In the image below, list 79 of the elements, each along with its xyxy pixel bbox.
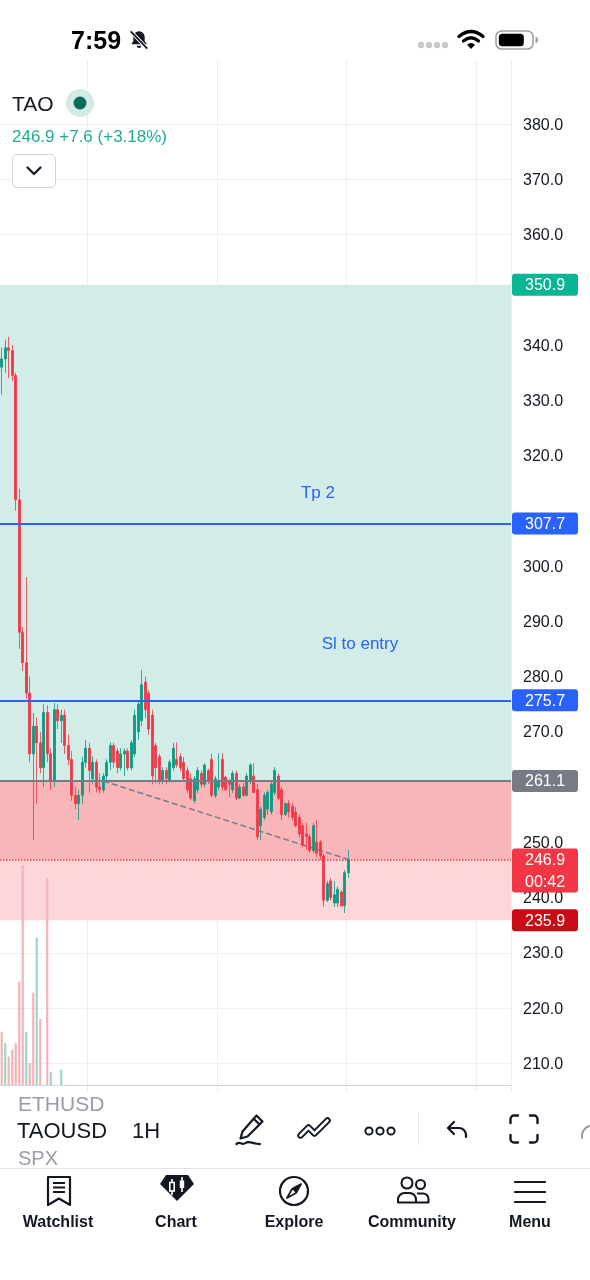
candlestick	[95, 759, 98, 793]
bar	[49, 1071, 52, 1085]
text: Menu	[508, 1213, 552, 1230]
text: 7:59	[71, 26, 122, 54]
candlestick	[56, 703, 59, 730]
y-tick-label: 220.0	[523, 999, 564, 1017]
y-tick-label: 280.0	[523, 668, 564, 686]
band-label: 235.9	[524, 911, 566, 929]
bar	[46, 878, 49, 1085]
y-tick-label: 250.0	[523, 833, 564, 851]
y-tick-label: 380.0	[523, 115, 564, 133]
candlestick	[333, 880, 336, 908]
y-tick-label: 370.0	[523, 170, 564, 188]
annotation: Tp 2	[300, 483, 336, 502]
bar	[4, 1043, 7, 1085]
y-tick-label: 330.0	[523, 391, 564, 409]
y-tick-label: 230.0	[523, 944, 564, 962]
text: TAO	[12, 91, 54, 115]
bar	[18, 981, 21, 1085]
text: TAOUSD	[17, 1118, 108, 1143]
y-tick-label: 360.0	[523, 226, 564, 244]
candlestick	[221, 752, 224, 791]
candlestick	[210, 753, 213, 798]
candlestick	[7, 336, 10, 379]
text: 1H	[132, 1118, 161, 1143]
candlestick	[88, 742, 91, 793]
y-tick-label: 340.0	[523, 336, 564, 354]
candlestick	[340, 889, 343, 908]
candlestick	[312, 822, 315, 854]
y-tick-label: 320.0	[523, 447, 564, 465]
candlestick	[165, 766, 168, 785]
text: 00:42	[524, 872, 566, 890]
candlestick	[91, 756, 94, 785]
candlestick	[123, 747, 126, 777]
text: Watchlist	[21, 1213, 95, 1230]
text: Chart	[154, 1213, 198, 1230]
bar	[11, 1049, 14, 1085]
text: Community	[367, 1213, 457, 1230]
candlestick	[116, 747, 119, 774]
text: Explore	[263, 1213, 325, 1230]
text: 246.9 +7.6 (+3.18%)	[12, 127, 168, 146]
candlestick	[242, 782, 245, 798]
candlestick	[315, 819, 318, 858]
y-tick-label: 290.0	[523, 612, 564, 630]
ref-line-label: 246.9	[524, 850, 566, 868]
candlestick	[53, 702, 56, 788]
bar	[25, 1032, 28, 1085]
candlestick	[231, 770, 234, 794]
candlestick	[326, 880, 329, 903]
candlestick	[287, 799, 290, 818]
candlestick	[126, 747, 129, 771]
candlestick	[235, 770, 238, 801]
bar	[0, 1032, 3, 1085]
y-tick-label: 270.0	[523, 723, 564, 741]
candlestick	[32, 712, 35, 841]
bar	[35, 937, 38, 1085]
candlestick	[305, 822, 308, 851]
annotation: Sl to entry	[320, 634, 400, 653]
candlestick	[228, 778, 231, 798]
y-tick-label: 210.0	[523, 1054, 564, 1072]
y-tick-label: 300.0	[523, 557, 564, 575]
ref-line-label: 307.7	[524, 515, 566, 533]
bar	[32, 992, 35, 1085]
band-label: 350.9	[524, 276, 566, 294]
candlestick	[35, 717, 38, 805]
candlestick	[42, 703, 45, 788]
ref-line-label: 261.1	[524, 772, 566, 790]
annotation: ETHUSD	[18, 1092, 105, 1115]
candlestick	[175, 741, 178, 769]
candlestick	[112, 742, 115, 769]
candlestick	[238, 783, 241, 800]
candlestick	[284, 802, 287, 817]
candlestick	[203, 762, 206, 788]
candlestick	[60, 709, 63, 744]
text: SPX	[18, 1147, 59, 1169]
candlestick	[329, 877, 332, 901]
bar	[21, 865, 24, 1085]
ref-line-label: 275.7	[524, 691, 566, 709]
bar	[39, 1019, 42, 1085]
